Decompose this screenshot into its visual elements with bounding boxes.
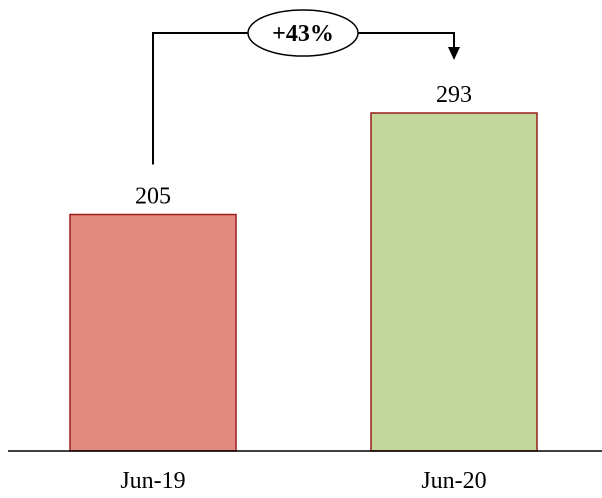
data-label-jun-19: 205: [135, 184, 171, 210]
x-tick-label-jun-20: Jun-20: [421, 468, 486, 494]
bars: [69, 112, 538, 452]
data-labels: 205 293: [135, 82, 472, 210]
growth-arrowhead: [448, 47, 460, 60]
data-label-jun-20: 293: [436, 82, 472, 108]
bar-jun-19: [69, 213, 237, 452]
x-tick-label-jun-19: Jun-19: [120, 468, 185, 494]
x-tick-labels: Jun-19 Jun-20: [120, 468, 486, 494]
growth-annotation: +43%: [152, 9, 460, 165]
bar-jun-20: [370, 112, 538, 452]
growth-badge: [247, 9, 359, 57]
growth-badge-label: +43%: [272, 21, 334, 47]
